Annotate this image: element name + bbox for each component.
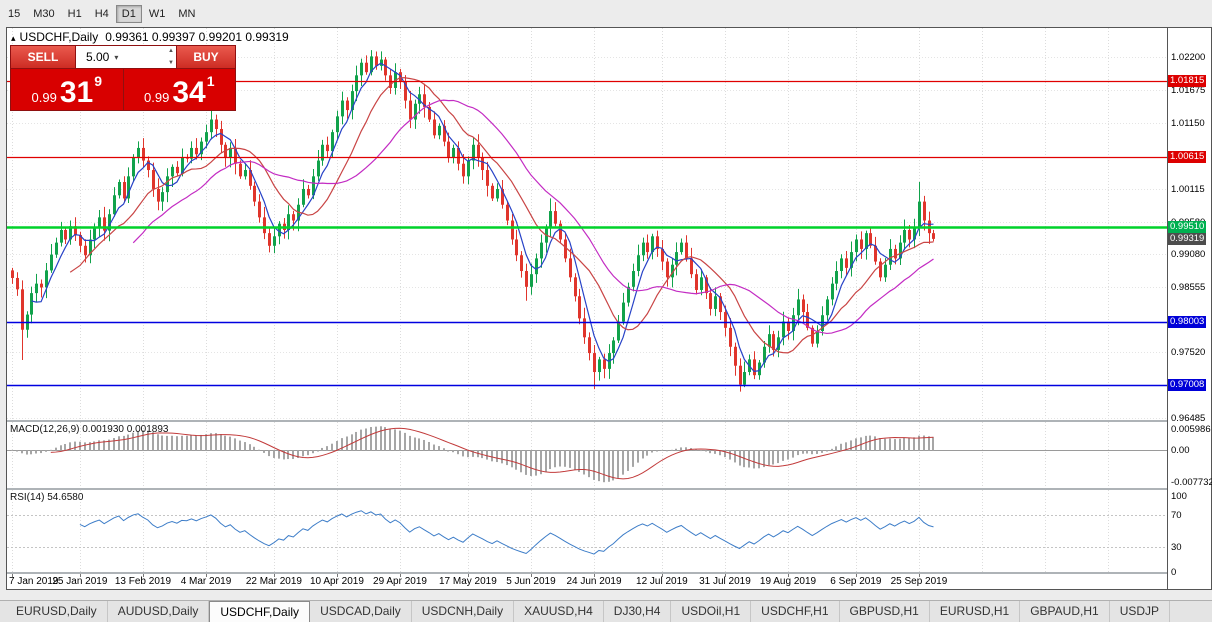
buy-price-pip-digit: 1: [206, 73, 215, 89]
price-scale-label: 0.97520: [1171, 347, 1206, 359]
chart-symbol-label: USDCHF,Daily: [19, 30, 99, 44]
macd-axis-zero-label: 0.00: [1171, 444, 1190, 456]
timeframe-button-w1[interactable]: W1: [143, 5, 172, 23]
price-scale-label: 0.98555: [1171, 282, 1206, 294]
buy-button[interactable]: BUY: [177, 46, 235, 68]
price-tag-0.97008: 0.97008: [1168, 378, 1207, 391]
macd-pane: MACD(12,26,9) 0.001930 0.001893: [7, 422, 1167, 488]
chart-tab-usdchf-h1[interactable]: USDCHF,H1: [751, 601, 840, 622]
rsi-scale-label: 30: [1171, 542, 1182, 554]
chart-tab-usdchf-daily[interactable]: USDCHF,Daily: [209, 601, 311, 622]
price-tag-1.00615: 1.00615: [1168, 151, 1207, 164]
timeframe-button-15[interactable]: 15: [2, 5, 26, 23]
volume-decrease-icon[interactable]: ▼: [168, 60, 174, 66]
volume-value: 5.00: [86, 50, 110, 64]
chart-ohlc-values: 0.99361 0.99397 0.99201 0.99319: [105, 30, 289, 44]
date-label: 13 Feb 2019: [114, 576, 172, 587]
volume-increase-icon[interactable]: ▲: [168, 48, 174, 54]
volume-dropdown-icon[interactable]: ▾: [114, 52, 119, 62]
rsi-pane: RSI(14) 54.6580: [7, 490, 1167, 572]
volume-input[interactable]: 5.00 ▾ ▲ ▼: [76, 46, 176, 68]
chart-tab-gbpusd-h1[interactable]: GBPUSD,H1: [840, 601, 930, 622]
macd-axis-max-label: 0.005986: [1171, 424, 1211, 435]
price-scale-label: 0.99080: [1171, 248, 1206, 260]
rsi-indicator-label: RSI(14) 54.6580: [10, 492, 84, 503]
timeframe-button-d1[interactable]: D1: [115, 4, 142, 23]
price-scale-label: 1.01675: [1171, 85, 1206, 97]
pane-separator[interactable]: [7, 420, 1167, 422]
one-click-trading-widget: SELL 5.00 ▾ ▲ ▼ BUY 0.99 31 9 0.99: [10, 45, 236, 111]
rsi-scale-label: 100: [1171, 491, 1187, 502]
date-label: 7 Jan 2019: [9, 576, 59, 587]
price-tag-0.99510: 0.99510: [1168, 220, 1207, 233]
rsi-indicator-canvas[interactable]: [7, 490, 1167, 572]
chart-tab-gbpaud-h1[interactable]: GBPAUD,H1: [1020, 601, 1110, 622]
chart-tab-bar: EURUSD,Daily AUDUSD,Daily USDCHF,Daily USDC…: [0, 600, 1212, 622]
time-axis[interactable]: 7 Jan 2019 25 Jan 2019 13 Feb 2019 4 Mar 20…: [7, 574, 1167, 589]
sell-button[interactable]: SELL: [11, 46, 75, 68]
buy-price-prefix: 0.99: [144, 90, 170, 105]
timeframe-button-m30[interactable]: M30: [27, 5, 60, 23]
buy-price-big-digits: 34: [172, 76, 206, 109]
date-label: 6 Sep 2019: [830, 576, 882, 587]
chart-tab-usdoil-h1[interactable]: USDOil,H1: [671, 601, 752, 622]
chart-tab-usdcnh-daily[interactable]: USDCNH,Daily: [412, 601, 515, 622]
macd-indicator-canvas[interactable]: [7, 422, 1167, 488]
chart-title: ▴ USDCHF,Daily 0.99361 0.99397 0.99201 0.9…: [11, 30, 289, 44]
timeframe-toolbar: 15 M30 H1 H4 D1 W1 MN: [0, 0, 1212, 27]
date-label: 5 Jun 2019: [506, 576, 556, 587]
macd-indicator-label: MACD(12,26,9) 0.001930 0.001893: [10, 424, 169, 435]
pane-separator[interactable]: [7, 488, 1167, 490]
sell-price-display[interactable]: 0.99 31 9: [11, 69, 123, 110]
price-pane: ▴ USDCHF,Daily 0.99361 0.99397 0.99201 0.9…: [7, 28, 1167, 420]
sell-price-big-digits: 31: [59, 76, 94, 109]
sell-price-pip-digit: 9: [94, 73, 102, 89]
chart-tab-usdcad-daily[interactable]: USDCAD,Daily: [310, 601, 412, 622]
chart-tab-eurusd-daily[interactable]: EURUSD,Daily: [6, 601, 108, 622]
price-tag-0.98003: 0.98003: [1168, 315, 1207, 328]
macd-axis-min-label: -0.007732: [1171, 477, 1212, 488]
price-axis[interactable]: 0.005986 0.00 -0.007732 1.02200 1.01675 1.…: [1167, 28, 1212, 589]
price-scale-label: 1.02200: [1171, 52, 1206, 64]
rsi-scale-label: 70: [1171, 509, 1182, 521]
chart-tab-usdjp[interactable]: USDJP: [1110, 601, 1171, 622]
chart-tab-dj30-h4[interactable]: DJ30,H4: [604, 601, 672, 622]
one-click-panel-arrow-icon[interactable]: ▴: [11, 33, 16, 43]
rsi-scale-label: 0: [1171, 567, 1177, 578]
date-label: 10 Apr 2019: [309, 576, 364, 587]
chart-window: ▴ USDCHF,Daily 0.99361 0.99397 0.99201 0.9…: [6, 27, 1212, 590]
price-tag-0.99319: 0.99319: [1168, 232, 1207, 245]
timeframe-button-h4[interactable]: H4: [89, 5, 115, 23]
chart-tab-eurusd-h1[interactable]: EURUSD,H1: [930, 601, 1021, 622]
price-scale-label: 0.96485: [1171, 412, 1206, 424]
timeframe-button-mn[interactable]: MN: [172, 5, 201, 23]
date-label: 12 Jul 2019: [636, 576, 688, 587]
date-label: 29 Apr 2019: [373, 576, 427, 587]
date-label: 22 Mar 2019: [245, 576, 302, 587]
date-label: 31 Jul 2019: [699, 576, 751, 587]
buy-price-display[interactable]: 0.99 34 1: [123, 69, 235, 110]
date-label: 25 Sep 2019: [890, 576, 948, 587]
date-label: 4 Mar 2019: [180, 576, 232, 587]
date-label: 25 Jan 2019: [52, 576, 108, 587]
chart-tab-xauusd-h4[interactable]: XAUUSD,H4: [514, 601, 604, 622]
date-label: 19 Aug 2019: [759, 576, 817, 587]
price-tag-1.01815: 1.01815: [1168, 75, 1207, 88]
chart-tab-audusd-daily[interactable]: AUDUSD,Daily: [108, 601, 210, 622]
price-scale-label: 1.01150: [1171, 118, 1205, 130]
date-label: 17 May 2019: [438, 576, 497, 587]
volume-spinner[interactable]: ▲ ▼: [168, 48, 174, 66]
price-scale-label: 1.00115: [1171, 183, 1205, 195]
date-label: 24 Jun 2019: [566, 576, 622, 587]
sell-price-prefix: 0.99: [31, 90, 57, 105]
pane-separator[interactable]: [7, 572, 1167, 574]
timeframe-button-h1[interactable]: H1: [62, 5, 88, 23]
